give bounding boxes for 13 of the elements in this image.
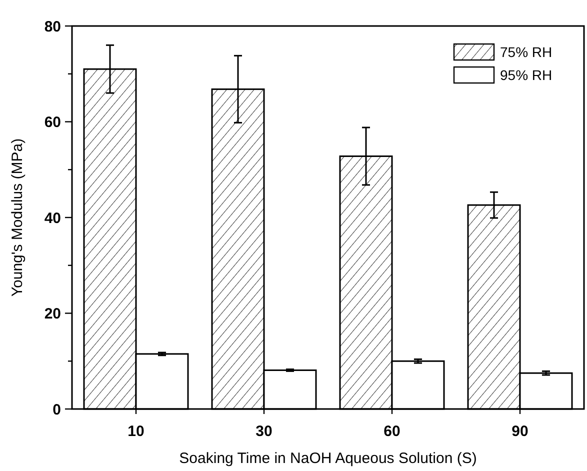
y-axis-title: Young's Modulus (MPa) — [9, 138, 26, 297]
y-tick-label: 80 — [44, 18, 61, 36]
y-tick-label: 40 — [44, 210, 61, 227]
x-tick-label: 90 — [512, 423, 528, 440]
y-tick-label: 60 — [44, 114, 61, 131]
y-tick-label: 0 — [52, 401, 61, 418]
legend-label: 75% RH — [500, 44, 552, 60]
x-tick-label: 30 — [256, 423, 272, 440]
x-tick-label: 10 — [128, 423, 144, 440]
x-axis-title: Soaking Time in NaOH Aqueous Solution (S) — [179, 450, 477, 467]
legend-label: 95% RH — [500, 66, 552, 83]
x-tick-label: 60 — [384, 423, 400, 440]
y-tick-label: 20 — [44, 306, 61, 322]
